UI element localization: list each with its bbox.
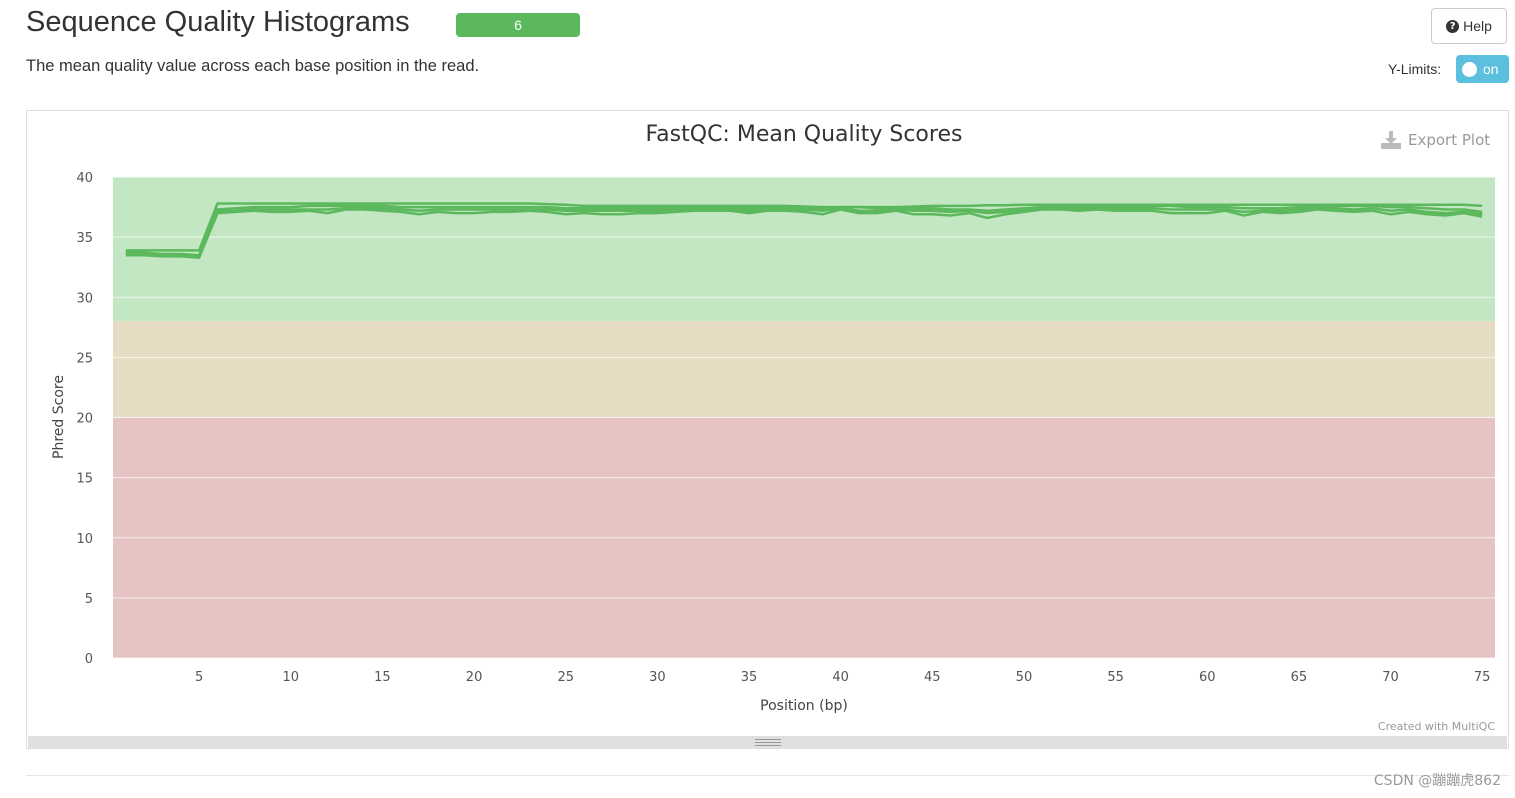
y-tick-label: 25 bbox=[76, 351, 93, 366]
x-tick-label: 35 bbox=[741, 670, 758, 685]
plot-container: 0 5 10 15 20 25 30 35 40 5 10 15 20 25 30 35 40 45 50 55 60 6… bbox=[26, 110, 1509, 749]
y-tick-label: 10 bbox=[76, 532, 93, 547]
x-tick-label: 55 bbox=[1107, 670, 1124, 685]
watermark-text: CSDN @蹦蹦虎862 bbox=[1373, 773, 1501, 789]
y-limits-label: Y-Limits: bbox=[1388, 61, 1442, 77]
toggle-knob bbox=[1462, 61, 1477, 77]
y-tick-label: 15 bbox=[76, 472, 93, 487]
grip-icon bbox=[754, 738, 781, 746]
multiqc-credit: Created with MultiQC bbox=[1378, 720, 1495, 733]
y-limits-toggle[interactable]: on bbox=[1456, 55, 1509, 83]
sample-count-badge: 6 bbox=[456, 13, 580, 37]
quality-band-0 bbox=[113, 177, 1495, 322]
x-axis-title: Position (bp) bbox=[760, 698, 848, 714]
x-tick-label: 60 bbox=[1199, 670, 1216, 685]
y-tick-label: 30 bbox=[76, 291, 93, 306]
help-button[interactable]: ? Help bbox=[1431, 8, 1507, 44]
x-tick-label: 75 bbox=[1474, 670, 1491, 685]
x-tick-label: 40 bbox=[832, 670, 849, 685]
x-tick-label: 25 bbox=[557, 670, 574, 685]
series-line-1[interactable] bbox=[125, 202, 1483, 252]
plot-resize-handle[interactable] bbox=[28, 736, 1507, 748]
x-tick-label: 30 bbox=[649, 670, 666, 685]
section-divider bbox=[26, 775, 1509, 776]
chart-title: FastQC: Mean Quality Scores bbox=[646, 122, 963, 147]
page-title: Sequence Quality Histograms bbox=[26, 6, 410, 38]
y-axis-title: Phred Score bbox=[51, 375, 67, 459]
x-tick-label: 65 bbox=[1291, 670, 1308, 685]
x-tick-label: 10 bbox=[283, 670, 300, 685]
quality-band-1 bbox=[113, 321, 1495, 418]
download-icon bbox=[1381, 131, 1401, 149]
y-tick-label: 40 bbox=[76, 171, 93, 186]
mean-quality-chart: 0 5 10 15 20 25 30 35 40 5 10 15 20 25 30 35 40 45 50 55 60 6… bbox=[51, 122, 1495, 733]
y-tick-label: 35 bbox=[76, 231, 93, 246]
x-tick-label: 45 bbox=[924, 670, 941, 685]
question-circle-icon: ? bbox=[1446, 19, 1460, 33]
export-plot-button[interactable]: Export Plot bbox=[1381, 131, 1490, 149]
series-line-4[interactable] bbox=[125, 207, 1483, 258]
x-tick-label: 20 bbox=[466, 670, 483, 685]
y-tick-label: 20 bbox=[76, 412, 93, 427]
export-plot-label: Export Plot bbox=[1408, 131, 1490, 149]
x-tick-label: 50 bbox=[1016, 670, 1033, 685]
x-tick-label: 5 bbox=[195, 670, 203, 685]
help-button-label: Help bbox=[1463, 18, 1492, 34]
y-limits-toggle-label: on bbox=[1483, 61, 1499, 77]
y-tick-label: 0 bbox=[85, 652, 93, 667]
y-tick-label: 5 bbox=[85, 592, 93, 607]
x-tick-label: 15 bbox=[374, 670, 391, 685]
section-description: The mean quality value across each base … bbox=[26, 57, 480, 75]
x-tick-label: 70 bbox=[1382, 670, 1399, 685]
